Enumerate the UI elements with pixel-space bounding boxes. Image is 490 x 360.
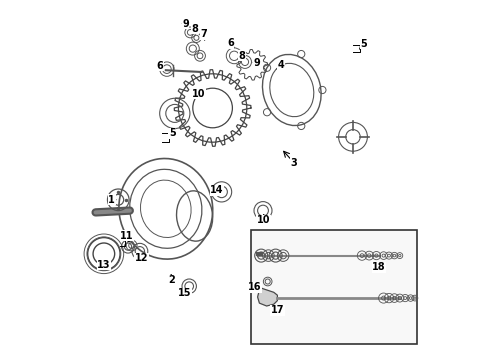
FancyBboxPatch shape bbox=[251, 230, 417, 344]
Text: 4: 4 bbox=[278, 60, 284, 70]
Text: 8: 8 bbox=[191, 24, 198, 34]
Text: 8: 8 bbox=[239, 51, 245, 61]
Text: 15: 15 bbox=[178, 288, 191, 298]
Text: 7: 7 bbox=[200, 29, 207, 39]
Text: 6: 6 bbox=[156, 60, 163, 71]
Text: 5: 5 bbox=[361, 39, 367, 49]
Text: 2: 2 bbox=[168, 275, 174, 285]
Text: 11: 11 bbox=[120, 231, 134, 241]
Text: 12: 12 bbox=[135, 253, 148, 264]
Text: 9: 9 bbox=[253, 58, 260, 68]
Text: 16: 16 bbox=[248, 282, 262, 292]
Text: 13: 13 bbox=[97, 260, 111, 270]
Text: 5: 5 bbox=[169, 128, 175, 138]
Text: 6: 6 bbox=[227, 38, 234, 48]
Text: 9: 9 bbox=[182, 19, 189, 29]
Text: 10: 10 bbox=[192, 89, 206, 99]
Polygon shape bbox=[258, 288, 277, 306]
Text: 1: 1 bbox=[108, 195, 115, 205]
Text: 14: 14 bbox=[210, 185, 223, 195]
Text: 18: 18 bbox=[372, 262, 386, 272]
Text: 17: 17 bbox=[270, 305, 284, 315]
Text: 10: 10 bbox=[257, 215, 270, 225]
Text: 3: 3 bbox=[291, 158, 297, 168]
